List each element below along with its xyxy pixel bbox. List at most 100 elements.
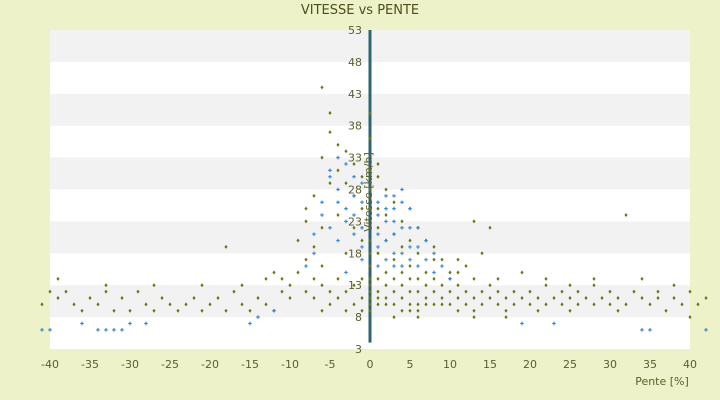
point-diamond — [200, 308, 204, 313]
point-diamond — [368, 238, 372, 243]
point-diamond — [392, 257, 396, 262]
point-cross — [336, 238, 340, 243]
point-cross — [344, 206, 348, 211]
point-diamond — [224, 308, 228, 313]
point-diamond — [368, 302, 372, 307]
point-diamond — [400, 244, 404, 249]
point-diamond — [128, 308, 132, 313]
x-tick-label: -10 — [281, 358, 299, 371]
point-diamond — [320, 155, 324, 160]
point-diamond — [360, 295, 364, 300]
point-diamond — [472, 219, 476, 224]
point-diamond — [152, 283, 156, 288]
point-diamond — [432, 289, 436, 294]
point-diamond — [640, 295, 644, 300]
point-diamond — [320, 264, 324, 269]
point-diamond — [360, 238, 364, 243]
point-diamond — [376, 251, 380, 256]
point-diamond — [384, 187, 388, 192]
point-diamond — [48, 289, 52, 294]
point-diamond — [352, 283, 356, 288]
point-diamond — [624, 213, 628, 218]
point-diamond — [440, 283, 444, 288]
point-cross — [416, 245, 420, 249]
point-cross — [400, 264, 404, 268]
point-diamond — [384, 213, 388, 218]
y-axis-title: Vitesse [km/h] — [362, 152, 375, 232]
point-diamond — [560, 289, 564, 294]
x-tick-labels: -40 -35 -30 -25 -20 -15 -10 -5 0 5 10 15 20 25 30 35 40 — [41, 358, 697, 371]
x-tick-label: 25 — [563, 358, 577, 371]
point-cross — [352, 194, 356, 198]
point-cross — [144, 321, 148, 326]
point-cross — [552, 321, 556, 326]
point-diamond — [400, 295, 404, 300]
point-diamond — [472, 315, 476, 320]
point-diamond — [368, 206, 372, 211]
point-diamond — [632, 289, 636, 294]
point-diamond — [312, 295, 316, 300]
point-cross — [112, 328, 116, 332]
point-diamond — [472, 308, 476, 313]
point-diamond — [352, 225, 356, 230]
point-cross — [248, 321, 252, 326]
point-diamond — [368, 283, 372, 288]
y-tick-label: 53 — [348, 24, 362, 37]
point-cross — [312, 232, 316, 236]
point-diamond — [208, 302, 212, 307]
point-diamond — [296, 238, 300, 243]
point-cross — [352, 174, 356, 179]
point-diamond — [536, 295, 540, 300]
point-diamond — [368, 136, 372, 141]
point-diamond — [368, 187, 372, 192]
point-diamond — [448, 289, 452, 294]
x-axis-title: Pente [%] — [635, 375, 689, 388]
point-cross — [104, 328, 108, 332]
point-diamond — [320, 85, 324, 90]
point-diamond — [592, 276, 596, 281]
point-cross — [48, 328, 52, 332]
point-diamond — [432, 302, 436, 307]
point-diamond — [496, 302, 500, 307]
y-tick-label: 28 — [348, 184, 362, 197]
point-diamond — [480, 289, 484, 294]
point-cross — [384, 194, 388, 198]
point-diamond — [392, 289, 396, 294]
point-diamond — [592, 302, 596, 307]
point-cross — [400, 200, 404, 205]
point-diamond — [456, 295, 460, 300]
point-diamond — [88, 295, 92, 300]
point-diamond — [520, 270, 524, 275]
point-diamond — [336, 142, 340, 147]
point-diamond — [480, 251, 484, 256]
point-diamond — [528, 289, 532, 294]
point-cross — [336, 187, 340, 192]
point-diamond — [312, 244, 316, 249]
point-diamond — [640, 276, 644, 281]
point-cross — [376, 245, 380, 249]
point-diamond — [344, 149, 348, 154]
x-tick-label: 30 — [603, 358, 617, 371]
y-tick-label: 38 — [348, 120, 362, 133]
point-cross — [392, 206, 396, 211]
point-diamond — [616, 295, 620, 300]
point-diamond — [248, 308, 252, 313]
point-diamond — [312, 193, 316, 198]
point-cross — [376, 213, 380, 217]
point-diamond — [536, 308, 540, 313]
point-diamond — [264, 276, 268, 281]
point-diamond — [440, 295, 444, 300]
point-diamond — [592, 283, 596, 288]
point-diamond — [256, 295, 260, 300]
point-diamond — [408, 308, 412, 313]
point-cross — [40, 328, 44, 332]
point-cross — [424, 257, 428, 262]
point-cross — [448, 277, 452, 281]
point-diamond — [288, 295, 292, 300]
point-diamond — [112, 308, 116, 313]
point-cross — [344, 270, 348, 275]
point-cross — [392, 219, 396, 224]
x-tick-label: -30 — [121, 358, 139, 371]
point-cross — [400, 187, 404, 192]
point-cross — [408, 225, 412, 230]
